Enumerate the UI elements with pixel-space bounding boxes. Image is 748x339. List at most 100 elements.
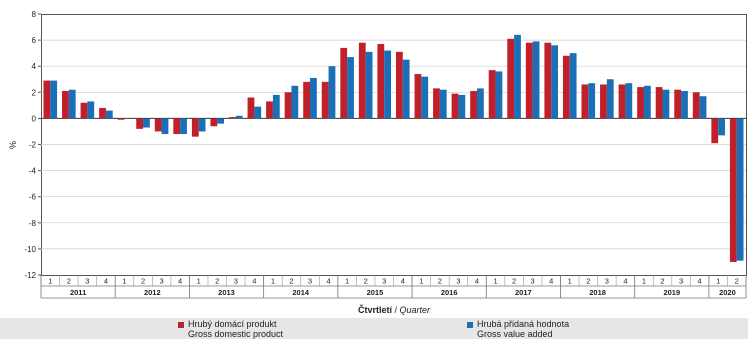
bar-gva bbox=[384, 50, 392, 119]
bar-gva bbox=[161, 118, 169, 135]
bar-gdp bbox=[729, 118, 737, 262]
y-tick-label: 0 bbox=[32, 114, 37, 123]
quarter-tick-label: 4 bbox=[104, 277, 108, 286]
bar-gdp bbox=[154, 118, 162, 132]
bar-gdp bbox=[544, 42, 552, 119]
bar-gva bbox=[143, 118, 150, 128]
quarter-tick-label: 1 bbox=[271, 277, 275, 286]
bar-gdp bbox=[581, 84, 589, 119]
quarter-tick-label: 3 bbox=[456, 277, 460, 286]
year-tick-label: 2016 bbox=[441, 288, 458, 297]
year-tick-label: 2019 bbox=[663, 288, 680, 297]
bar-gva bbox=[105, 110, 113, 119]
bar-gva bbox=[476, 88, 484, 119]
quarter-tick-label: 2 bbox=[289, 277, 293, 286]
bar-gdp bbox=[711, 118, 719, 144]
y-tick-label: -2 bbox=[29, 141, 37, 150]
quarter-tick-label: 4 bbox=[178, 277, 182, 286]
bar-gva bbox=[625, 83, 633, 119]
y-tick-label: -6 bbox=[29, 193, 37, 202]
bar-gva bbox=[421, 76, 429, 119]
bar-gva bbox=[402, 59, 410, 119]
bar-gva bbox=[699, 96, 707, 119]
bar-gdp bbox=[618, 84, 626, 119]
chart: 8 6 4 2 0 -2 -4 -6 -8 -10 -12 1 2 3 4 1 2 3 4 1 2 3 4 1 2 3 4 1 2 3 4… bbox=[8, 10, 747, 315]
bar-gva bbox=[310, 77, 317, 119]
bar-gdp bbox=[247, 97, 255, 119]
quarter-tick-label: 2 bbox=[215, 277, 219, 286]
x-axis-label-cs: Čtvrtletí bbox=[358, 304, 393, 315]
y-tick-label: 2 bbox=[32, 88, 37, 97]
legend-item-gdp: Hrubý domácí produkt Gross domestic prod… bbox=[178, 320, 283, 339]
quarter-tick-label: 1 bbox=[716, 277, 720, 286]
bar-gva bbox=[736, 118, 744, 261]
bar-gdp bbox=[117, 118, 125, 120]
bar-gva bbox=[180, 118, 187, 135]
bar-gdp bbox=[488, 70, 496, 119]
bar-gdp bbox=[210, 118, 218, 127]
bar-gdp bbox=[303, 81, 311, 119]
bar-gva bbox=[495, 71, 503, 119]
bar-gdp bbox=[562, 55, 570, 119]
bar-gdp bbox=[451, 93, 459, 119]
bar-gdp bbox=[414, 74, 422, 119]
quarter-tick-label: 1 bbox=[568, 277, 572, 286]
bar-gva bbox=[681, 91, 688, 119]
bar-gdp bbox=[600, 84, 607, 119]
bar-gva bbox=[514, 34, 521, 119]
bar-gva bbox=[68, 89, 76, 119]
bar-gdp bbox=[637, 87, 644, 119]
y-tick-label: 8 bbox=[32, 10, 37, 19]
bar-gva bbox=[569, 53, 577, 119]
quarter-tick-label: 2 bbox=[735, 277, 739, 286]
quarter-tick-label: 3 bbox=[679, 277, 683, 286]
quarter-tick-label: 4 bbox=[401, 277, 405, 286]
bar-gdp bbox=[395, 51, 403, 119]
bar-gva bbox=[606, 79, 614, 119]
legend: Hrubý domácí produkt Gross domestic prod… bbox=[0, 318, 748, 339]
bar-gva bbox=[718, 118, 725, 136]
bar-gdp bbox=[229, 117, 236, 119]
bar-gva bbox=[272, 94, 280, 119]
bar-gva bbox=[588, 83, 596, 119]
quarter-tick-label: 2 bbox=[512, 277, 516, 286]
y-tick-label: -8 bbox=[29, 219, 37, 228]
year-tick-label: 2017 bbox=[515, 288, 532, 297]
bar-gva bbox=[328, 66, 336, 119]
bar-gdp bbox=[321, 81, 329, 119]
bar-gdp bbox=[692, 92, 700, 119]
bar-gdp bbox=[525, 42, 533, 119]
x-axis-label-sep: / bbox=[392, 305, 400, 315]
quarter-tick-label: 3 bbox=[234, 277, 238, 286]
bar-gva bbox=[439, 89, 447, 119]
bar-gdp bbox=[674, 89, 682, 119]
bar-gdp bbox=[99, 107, 106, 119]
quarter-tick-label: 1 bbox=[642, 277, 646, 286]
x-axis-label: Čtvrtletí / Quarter bbox=[358, 304, 431, 315]
bar-gdp bbox=[43, 80, 51, 119]
quarter-tick-label: 2 bbox=[141, 277, 145, 286]
bar-gdp bbox=[655, 87, 663, 119]
y-tick-label: 4 bbox=[32, 62, 37, 71]
quarter-tick-label: 4 bbox=[326, 277, 330, 286]
y-axis-label: % bbox=[8, 141, 18, 149]
bar-gdp bbox=[80, 102, 88, 119]
bar-gdp bbox=[358, 42, 366, 119]
bar-gva bbox=[50, 80, 58, 119]
quarter-tick-label: 2 bbox=[67, 277, 71, 286]
quarter-tick-label: 3 bbox=[160, 277, 164, 286]
quarter-tick-label: 4 bbox=[623, 277, 627, 286]
legend-swatch-gdp bbox=[178, 322, 184, 328]
year-tick-label: 2013 bbox=[218, 288, 235, 297]
bar-gva bbox=[662, 89, 670, 119]
bar-gdp bbox=[507, 38, 515, 119]
bar-gdp bbox=[173, 118, 181, 135]
quarter-tick-label: 4 bbox=[549, 277, 553, 286]
year-tick-label: 2018 bbox=[589, 288, 606, 297]
bar-gva bbox=[458, 94, 466, 119]
bar-gva bbox=[217, 118, 225, 124]
bar-gdp bbox=[340, 47, 348, 119]
quarter-tick-label: 3 bbox=[531, 277, 535, 286]
bar-gdp bbox=[284, 92, 292, 119]
quarter-tick-label: 1 bbox=[493, 277, 497, 286]
